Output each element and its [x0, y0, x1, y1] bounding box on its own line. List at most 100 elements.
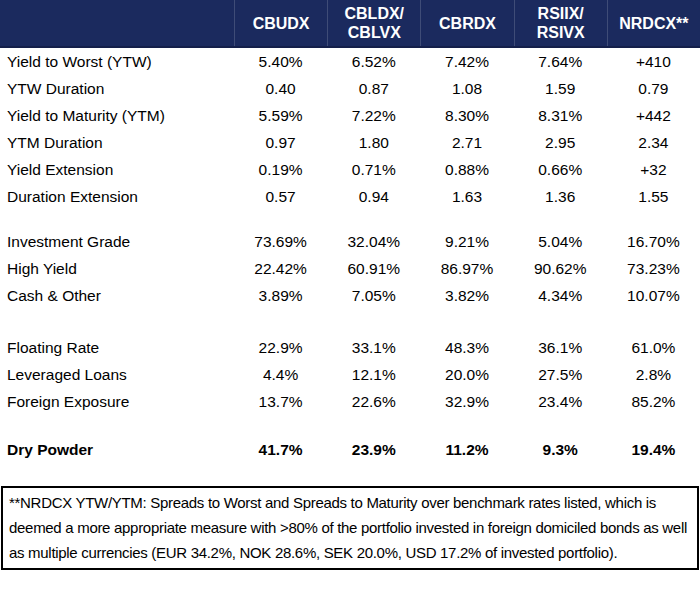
row-foreign-exposure: Foreign Exposure 13.7% 22.6% 32.9% 23.4%… — [0, 388, 700, 415]
row-label: Duration Extension — [0, 183, 234, 210]
row-yield-to-worst: Yield to Worst (YTW) 5.40% 6.52% 7.42% 7… — [0, 48, 700, 75]
value-cell: 0.97 — [234, 129, 327, 156]
col-header-cbldx-cblvx: CBLDX/ CBLVX — [327, 0, 420, 46]
value-cell: 9.3% — [514, 436, 607, 463]
value-cell: 60.91% — [327, 255, 420, 282]
col-header-label: NRDCX** — [619, 14, 688, 33]
value-cell: 5.40% — [234, 48, 327, 75]
value-cell: 1.63 — [420, 183, 513, 210]
row-label: YTW Duration — [0, 75, 234, 102]
value-cell: 5.59% — [234, 102, 327, 129]
value-cell: 0.71% — [327, 156, 420, 183]
row-leveraged-loans: Leveraged Loans 4.4% 12.1% 20.0% 27.5% 2… — [0, 361, 700, 388]
col-header-label: RSIVX — [537, 23, 585, 42]
value-cell: 0.88% — [420, 156, 513, 183]
value-cell: 2.34 — [607, 129, 700, 156]
col-header-label: RSIIX/ — [538, 4, 584, 23]
row-investment-grade: Investment Grade 73.69% 32.04% 9.21% 5.0… — [0, 228, 700, 255]
value-cell: 0.66% — [514, 156, 607, 183]
footnote-text: **NRDCX YTW/YTM: Spreads to Worst and Sp… — [9, 494, 687, 561]
value-cell: 9.21% — [420, 228, 513, 255]
row-label: Yield to Maturity (YTM) — [0, 102, 234, 129]
value-cell: 7.42% — [420, 48, 513, 75]
section-gap — [0, 309, 700, 334]
value-cell: 1.36 — [514, 183, 607, 210]
col-header-cbrdx: CBRDX — [420, 0, 513, 46]
value-cell: 20.0% — [420, 361, 513, 388]
value-cell: 11.2% — [420, 436, 513, 463]
table-header-row: CBUDX CBLDX/ CBLVX CBRDX RSIIX/ RSIVX NR… — [0, 0, 700, 48]
value-cell: 5.04% — [514, 228, 607, 255]
col-header-cbudx: CBUDX — [234, 0, 327, 46]
value-cell: 0.19% — [234, 156, 327, 183]
col-header-rsiix-rsivx: RSIIX/ RSIVX — [514, 0, 607, 46]
value-cell: 36.1% — [514, 334, 607, 361]
value-cell: 23.4% — [514, 388, 607, 415]
row-label: Cash & Other — [0, 282, 234, 309]
col-header-label: CBUDX — [253, 14, 310, 33]
value-cell: 2.95 — [514, 129, 607, 156]
value-cell: 48.3% — [420, 334, 513, 361]
row-label: Floating Rate — [0, 334, 234, 361]
row-label: Foreign Exposure — [0, 388, 234, 415]
value-cell: 0.79 — [607, 75, 700, 102]
footnote-box: **NRDCX YTW/YTM: Spreads to Worst and Sp… — [1, 486, 699, 570]
value-cell: 4.4% — [234, 361, 327, 388]
value-cell: 4.34% — [514, 282, 607, 309]
value-cell: 33.1% — [327, 334, 420, 361]
value-cell: 6.52% — [327, 48, 420, 75]
row-label: Yield Extension — [0, 156, 234, 183]
value-cell: 22.9% — [234, 334, 327, 361]
value-cell: 85.2% — [607, 388, 700, 415]
value-cell: 0.87 — [327, 75, 420, 102]
row-label: Yield to Worst (YTW) — [0, 48, 234, 75]
value-cell: 1.59 — [514, 75, 607, 102]
value-cell: 22.42% — [234, 255, 327, 282]
value-cell: 19.4% — [607, 436, 700, 463]
value-cell: 73.69% — [234, 228, 327, 255]
value-cell: 86.97% — [420, 255, 513, 282]
value-cell: 8.30% — [420, 102, 513, 129]
value-cell: 32.04% — [327, 228, 420, 255]
value-cell: 1.80 — [327, 129, 420, 156]
col-header-label: CBLDX/ — [345, 4, 405, 23]
value-cell: 0.40 — [234, 75, 327, 102]
value-cell: 90.62% — [514, 255, 607, 282]
row-floating-rate: Floating Rate 22.9% 33.1% 48.3% 36.1% 61… — [0, 334, 700, 361]
value-cell: 3.82% — [420, 282, 513, 309]
value-cell: 32.9% — [420, 388, 513, 415]
value-cell: 2.71 — [420, 129, 513, 156]
section-gap — [0, 415, 700, 436]
value-cell: 61.0% — [607, 334, 700, 361]
value-cell: 7.05% — [327, 282, 420, 309]
row-duration-extension: Duration Extension 0.57 0.94 1.63 1.36 1… — [0, 183, 700, 210]
row-label: Dry Powder — [0, 436, 234, 463]
value-cell: 41.7% — [234, 436, 327, 463]
value-cell: 10.07% — [607, 282, 700, 309]
value-cell: 22.6% — [327, 388, 420, 415]
row-label: High Yield — [0, 255, 234, 282]
value-cell: 1.08 — [420, 75, 513, 102]
value-cell: 0.57 — [234, 183, 327, 210]
row-yield-extension: Yield Extension 0.19% 0.71% 0.88% 0.66% … — [0, 156, 700, 183]
value-cell: 13.7% — [234, 388, 327, 415]
row-yield-to-maturity: Yield to Maturity (YTM) 5.59% 7.22% 8.30… — [0, 102, 700, 129]
value-cell: 23.9% — [327, 436, 420, 463]
value-cell: 27.5% — [514, 361, 607, 388]
col-header-label: CBRDX — [439, 14, 496, 33]
value-cell: +410 — [607, 48, 700, 75]
header-empty-cell — [0, 0, 234, 46]
row-high-yield: High Yield 22.42% 60.91% 86.97% 90.62% 7… — [0, 255, 700, 282]
row-cash-and-other: Cash & Other 3.89% 7.05% 3.82% 4.34% 10.… — [0, 282, 700, 309]
value-cell: 3.89% — [234, 282, 327, 309]
value-cell: 8.31% — [514, 102, 607, 129]
value-cell: 12.1% — [327, 361, 420, 388]
section-gap — [0, 210, 700, 228]
row-ytw-duration: YTW Duration 0.40 0.87 1.08 1.59 0.79 — [0, 75, 700, 102]
fund-metrics-page: CBUDX CBLDX/ CBLVX CBRDX RSIIX/ RSIVX NR… — [0, 0, 700, 594]
col-header-label: CBLVX — [348, 23, 401, 42]
row-label: YTM Duration — [0, 129, 234, 156]
row-label: Leveraged Loans — [0, 361, 234, 388]
value-cell: 73.23% — [607, 255, 700, 282]
row-dry-powder: Dry Powder 41.7% 23.9% 11.2% 9.3% 19.4% — [0, 436, 700, 463]
